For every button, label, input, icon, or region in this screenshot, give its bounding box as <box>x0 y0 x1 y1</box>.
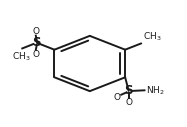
Text: O: O <box>125 98 132 107</box>
Text: S: S <box>33 36 41 49</box>
Text: O: O <box>113 93 120 102</box>
Text: NH$_2$: NH$_2$ <box>146 84 165 97</box>
Text: CH$_3$: CH$_3$ <box>12 50 31 63</box>
Text: S: S <box>124 84 133 97</box>
Text: CH$_3$: CH$_3$ <box>143 30 162 43</box>
Text: O: O <box>32 50 39 59</box>
Text: O: O <box>32 27 39 36</box>
